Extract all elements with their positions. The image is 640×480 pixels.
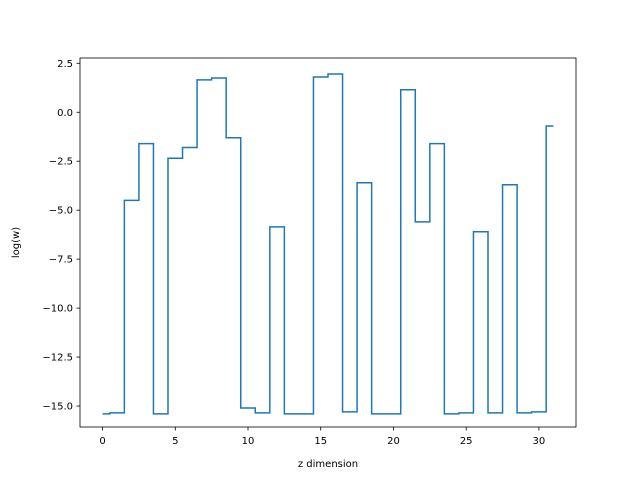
y-tick-label: −7.5 bbox=[49, 255, 73, 266]
series-step-line bbox=[102, 73, 554, 415]
x-tick-label: 20 bbox=[387, 436, 400, 447]
x-ticks: 0 5 10 15 20 25 30 bbox=[99, 427, 545, 447]
y-ticks: 2.5 0.0 −2.5 −5.0 −7.5 −10.0 −12.5 −15.0 bbox=[42, 59, 80, 413]
x-tick-label: 10 bbox=[242, 436, 255, 447]
y-tick-label: −2.5 bbox=[49, 157, 73, 168]
plot-area bbox=[80, 58, 576, 427]
x-tick-label: 15 bbox=[314, 436, 327, 447]
y-axis-label: log(w) bbox=[11, 227, 22, 258]
y-tick-label: −15.0 bbox=[42, 402, 73, 413]
series-layer bbox=[102, 73, 554, 415]
y-tick-label: −12.5 bbox=[42, 353, 73, 364]
y-tick-label: −5.0 bbox=[49, 206, 73, 217]
x-tick-label: 30 bbox=[533, 436, 546, 447]
x-tick-label: 0 bbox=[99, 436, 105, 447]
axes-frame bbox=[79, 57, 577, 428]
x-axis-label: z dimension bbox=[298, 459, 358, 470]
x-tick-label: 25 bbox=[460, 436, 473, 447]
y-tick-label: −10.0 bbox=[42, 304, 73, 315]
y-tick-label: 0.0 bbox=[57, 108, 73, 119]
x-tick-label: 5 bbox=[172, 436, 178, 447]
y-tick-label: 2.5 bbox=[57, 59, 73, 70]
